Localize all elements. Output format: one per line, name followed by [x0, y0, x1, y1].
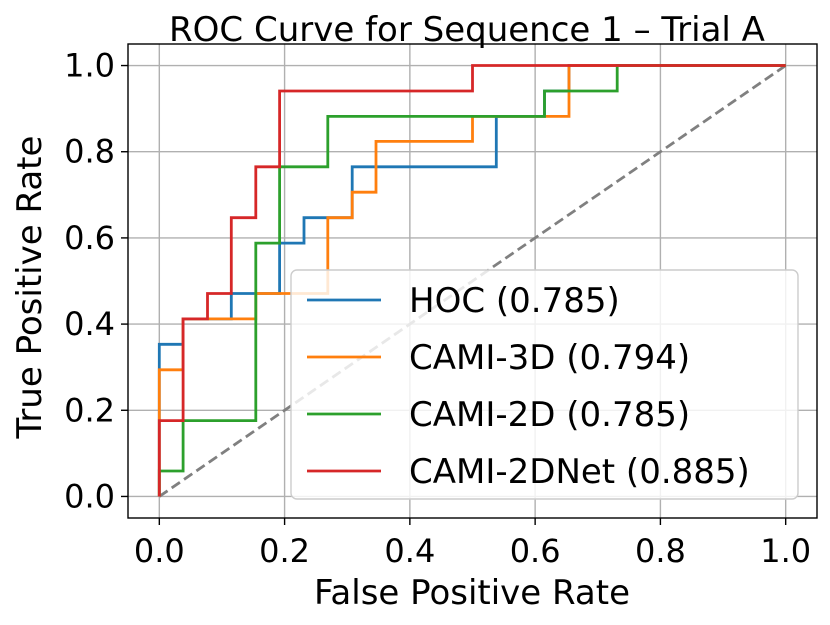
- y-tick-label: 0.4: [64, 305, 115, 343]
- legend-box: [290, 269, 799, 500]
- x-tick-label: 0.8: [635, 532, 686, 570]
- x-tick-label: 1.0: [760, 532, 811, 570]
- roc-series-line-4: [157, 64, 786, 497]
- legend-label-4: CAMI-2DNet (0.885): [409, 452, 750, 492]
- plot-frame: [127, 43, 818, 519]
- x-tick-label: 0.6: [510, 532, 561, 570]
- legend-label-3: CAMI-2D (0.785): [409, 395, 690, 435]
- axis-ticks: 0.0 0.2 0.4 0.6 0.8 1.0 0.0 0.2 0.4 0.6 0.8 1.0: [64, 47, 811, 570]
- y-tick-label: 0.2: [64, 391, 115, 429]
- x-axis-label: False Positive Rate: [314, 573, 630, 613]
- legend-label-1: HOC (0.785): [409, 281, 620, 321]
- y-axis-label: True Positive Rate: [10, 136, 50, 440]
- y-tick-label: 0.8: [64, 133, 115, 171]
- x-tick-label: 0.2: [259, 532, 310, 570]
- y-tick-label: 0.0: [64, 477, 115, 515]
- legend-label-2: CAMI-3D (0.794): [409, 338, 690, 378]
- y-tick-label: 1.0: [64, 47, 115, 85]
- x-tick-label: 0.0: [134, 532, 185, 570]
- y-tick-label: 0.6: [64, 219, 115, 257]
- legend: HOC (0.785) CAMI-3D (0.794) CAMI-2D (0.785…: [290, 269, 799, 500]
- x-tick-label: 0.4: [384, 532, 435, 570]
